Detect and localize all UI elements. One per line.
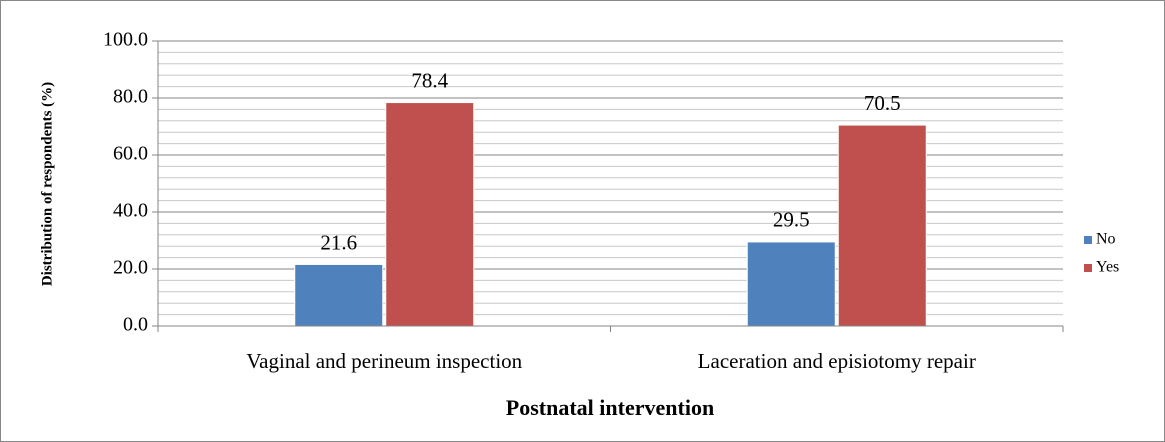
value-label: 78.4 [411,68,448,92]
x-axis-title: Postnatal intervention [506,395,714,420]
y-tick-label: 100.0 [103,29,148,51]
y-tick-label: 20.0 [113,257,148,279]
value-label: 70.5 [864,91,901,115]
bar [294,263,384,327]
y-tick-label: 80.0 [113,86,148,108]
legend-label: No [1096,231,1116,248]
legend-swatch [1084,236,1092,244]
y-tick-label: 60.0 [113,143,148,165]
value-label: 29.5 [773,208,810,232]
legend-label: Yes [1096,259,1119,276]
y-tick-label: 40.0 [113,200,148,222]
y-tick-label: 0.0 [123,314,148,336]
bar [837,124,927,327]
value-label: 21.6 [320,230,357,254]
legend-swatch [1084,264,1092,272]
x-tick-label: Laceration and episiotomy repair [698,349,976,373]
bar [385,102,475,327]
bar [746,241,836,327]
x-tick-label: Vaginal and perineum inspection [246,349,522,373]
y-axis-title: Distribution of respondents (%) [39,82,55,286]
